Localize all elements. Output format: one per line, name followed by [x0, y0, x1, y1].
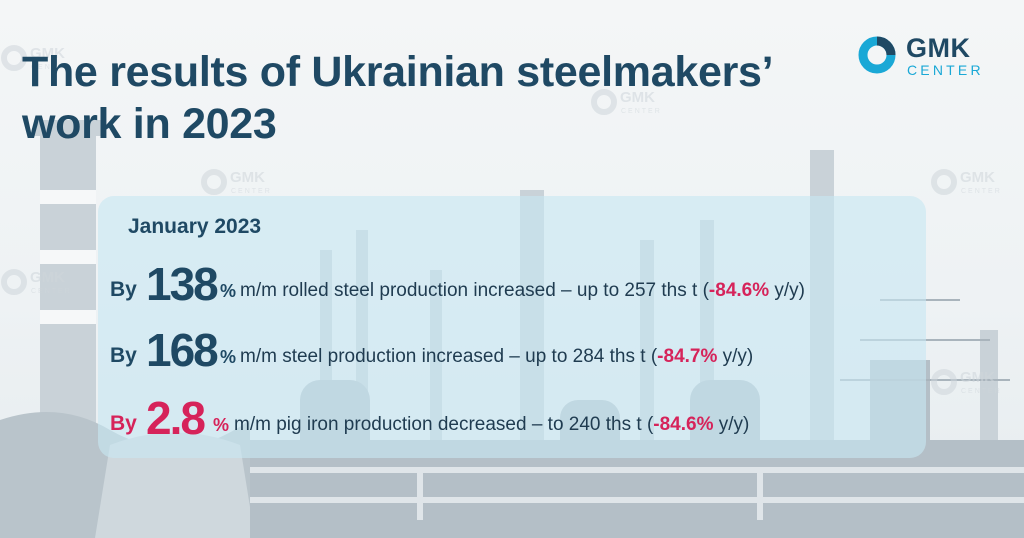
row-value: 168: [146, 324, 219, 376]
row-prefix: By: [110, 412, 137, 435]
gmk-ring-icon: GMK CENTER: [201, 169, 272, 195]
row-text: m/m rolled steel production increased – …: [240, 280, 709, 301]
logo-word: GMK: [906, 33, 971, 63]
row-unit: %: [213, 415, 230, 435]
row-text-end: y/y): [717, 346, 754, 367]
row-text: m/m steel production increased – up to 2…: [240, 346, 658, 367]
watermark-logo: GMK CENTER: [930, 160, 1020, 200]
result-row: By 138 % m/m rolled steel production inc…: [110, 254, 910, 308]
page-title: The results of Ukrainian steelmakers’ wo…: [22, 48, 771, 148]
watermark-word: GMK: [960, 369, 995, 386]
gmk-ring-icon: [858, 36, 896, 74]
watermark-word: GMK: [960, 169, 995, 186]
row-description: m/m rolled steel production increased – …: [240, 280, 805, 302]
gmk-ring-icon: GMK CENTER: [1, 269, 72, 295]
watermark-word: GMK: [230, 169, 265, 186]
watermark-sub: CENTER: [231, 188, 272, 195]
watermark-word: GMK: [620, 89, 655, 106]
gmk-ring-icon: GMK CENTER: [931, 369, 1002, 395]
period-label: January 2023: [128, 215, 262, 238]
row-text: m/m pig iron production decreased – to 2…: [234, 414, 654, 435]
watermark-logo: GMK CENTER: [930, 360, 1020, 400]
logo-subword: CENTER: [907, 62, 984, 78]
watermark-logo: GMK CENTER: [0, 36, 90, 76]
watermark-logo: GMK CENTER: [0, 260, 90, 300]
row-value: 2.8: [146, 392, 206, 444]
watermark-sub: CENTER: [621, 108, 662, 115]
watermark-logo: GMK CENTER: [200, 160, 290, 200]
row-value: 138: [146, 258, 219, 310]
row-prefix: By: [110, 344, 137, 367]
watermark-word: GMK: [30, 269, 65, 286]
row-change: -84.6%: [708, 280, 770, 301]
gmk-ring-icon: GMK CENTER: [1, 45, 72, 71]
result-row: By 168 % m/m steel production increased …: [110, 320, 910, 374]
result-row: By 2.8 % m/m pig iron production decreas…: [110, 388, 910, 442]
row-change: -84.6%: [653, 414, 714, 435]
watermark-sub: CENTER: [961, 388, 1002, 395]
row-text-end: y/y): [713, 414, 750, 435]
watermark-sub: CENTER: [31, 288, 72, 295]
watermark-sub: CENTER: [961, 188, 1002, 195]
gmk-ring-icon: GMK CENTER: [591, 89, 662, 115]
results-panel: January 2023 By 138 % m/m rolled steel p…: [98, 196, 926, 458]
gmk-ring-icon: GMK CENTER: [931, 169, 1002, 195]
row-prefix: By: [110, 278, 137, 301]
row-description: m/m steel production increased – up to 2…: [240, 346, 753, 368]
row-description: m/m pig iron production decreased – to 2…: [234, 414, 749, 436]
row-unit: %: [220, 281, 237, 301]
watermark-logo: GMK CENTER: [590, 80, 680, 120]
row-change: -84.7%: [657, 346, 718, 367]
watermark-word: GMK: [30, 45, 65, 62]
gmk-center-logo: GMK CENTER: [856, 34, 1006, 84]
row-unit: %: [220, 347, 237, 367]
watermark-sub: CENTER: [31, 64, 72, 71]
row-text-end: y/y): [769, 280, 806, 301]
